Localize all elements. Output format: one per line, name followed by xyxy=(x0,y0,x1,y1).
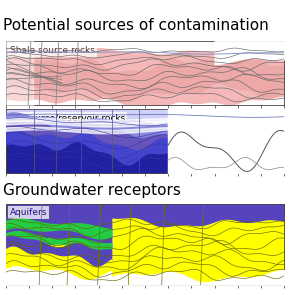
Text: Groundwater receptors: Groundwater receptors xyxy=(3,183,181,198)
Text: Aquifers: Aquifers xyxy=(10,208,47,217)
Text: Oil source/reservoir rocks: Oil source/reservoir rocks xyxy=(10,114,125,123)
Text: Shale source rocks: Shale source rocks xyxy=(10,46,95,55)
Text: Potential sources of contamination: Potential sources of contamination xyxy=(3,18,269,33)
